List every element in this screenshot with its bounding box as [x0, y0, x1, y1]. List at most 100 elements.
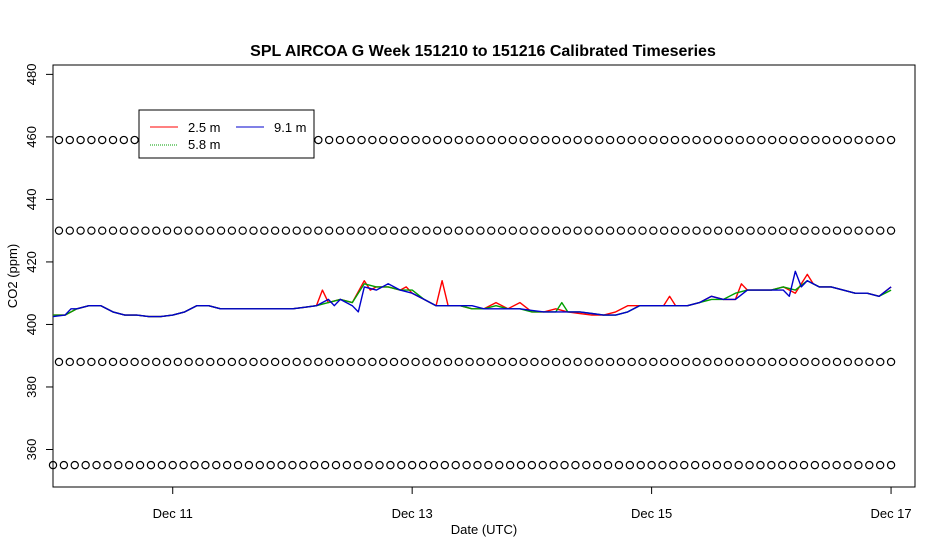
reference-point [811, 226, 820, 235]
reference-point [562, 226, 572, 235]
reference-point [692, 135, 701, 145]
reference-point [681, 226, 690, 235]
x-tick-label-1: Dec 13 [392, 506, 433, 521]
series-line-2-5-m [53, 273, 892, 318]
reference-point [54, 226, 64, 235]
reference-point [854, 357, 863, 367]
reference-point [162, 357, 172, 367]
reference-point [303, 357, 312, 367]
reference-point [746, 357, 755, 367]
reference-point [130, 357, 139, 367]
reference-point [152, 226, 161, 235]
reference-point [162, 226, 172, 235]
reference-point [508, 357, 518, 367]
reference-point [98, 135, 107, 145]
y-tick-label-1: 380 [24, 376, 39, 398]
reference-point [277, 460, 286, 470]
reference-point [465, 135, 474, 145]
reference-point [701, 460, 711, 470]
reference-point [212, 460, 221, 470]
x-tick-label-3: Dec 17 [870, 506, 911, 521]
y-tick-label-0: 360 [24, 439, 39, 461]
reference-point [179, 460, 188, 470]
reference-point [76, 226, 85, 235]
reference-point [375, 460, 384, 470]
reference-point [227, 357, 237, 367]
reference-point [299, 460, 308, 470]
reference-point [530, 135, 539, 145]
reference-point [788, 460, 798, 470]
reference-point [789, 226, 799, 235]
reference-point [571, 460, 580, 470]
reference-point [876, 135, 885, 145]
reference-point [378, 135, 388, 145]
reference-point [865, 226, 874, 235]
reference-point [530, 357, 539, 367]
reference-point [516, 460, 526, 470]
reference-point [238, 357, 247, 367]
reference-point [800, 135, 809, 145]
reference-point [822, 226, 831, 235]
reference-point [778, 135, 788, 145]
reference-points [48, 135, 896, 470]
reference-point [573, 226, 582, 235]
reference-point [541, 357, 550, 367]
reference-point [832, 226, 842, 235]
reference-point [757, 357, 766, 367]
reference-point [76, 135, 85, 145]
reference-point [670, 135, 680, 145]
reference-point [227, 226, 237, 235]
reference-point [800, 226, 809, 235]
reference-point [70, 460, 79, 470]
reference-point [519, 357, 528, 367]
reference-point [592, 460, 602, 470]
reference-point [886, 226, 896, 235]
reference-point [703, 135, 712, 145]
reference-point [432, 357, 442, 367]
reference-point [173, 226, 183, 235]
reference-point [573, 135, 582, 145]
reference-point [233, 460, 243, 470]
reference-point [551, 135, 561, 145]
reference-point [821, 460, 830, 470]
reference-point [389, 226, 399, 235]
reference-point [48, 460, 58, 470]
reference-point [255, 460, 264, 470]
reference-point [832, 135, 842, 145]
reference-point [595, 357, 604, 367]
reference-point [832, 357, 842, 367]
reference-point [65, 357, 74, 367]
reference-point [746, 135, 755, 145]
reference-point [130, 135, 139, 145]
reference-point [843, 460, 852, 470]
y-tick-label-6: 480 [24, 64, 39, 86]
reference-point [222, 460, 232, 470]
reference-point [368, 135, 377, 145]
reference-point [789, 357, 799, 367]
reference-point [649, 357, 658, 367]
reference-point [346, 226, 355, 235]
legend-label-9-1m: 9.1 m [274, 120, 307, 135]
reference-point [843, 357, 853, 367]
reference-point [724, 357, 734, 367]
reference-point [310, 460, 319, 470]
reference-point [249, 226, 258, 235]
reference-point [59, 460, 69, 470]
reference-point [767, 357, 777, 367]
reference-point [616, 135, 626, 145]
reference-point [141, 357, 150, 367]
reference-point [244, 460, 254, 470]
reference-point [314, 357, 323, 367]
reference-point [238, 226, 247, 235]
reference-point [605, 357, 615, 367]
reference-point [767, 226, 777, 235]
reference-point [746, 226, 755, 235]
reference-point [324, 226, 334, 235]
legend-label-2-5m: 2.5 m [188, 120, 221, 135]
reference-point [346, 135, 355, 145]
reference-point [843, 226, 853, 235]
reference-point [595, 135, 604, 145]
reference-point [876, 226, 885, 235]
reference-point [865, 460, 874, 470]
reference-point [454, 135, 464, 145]
